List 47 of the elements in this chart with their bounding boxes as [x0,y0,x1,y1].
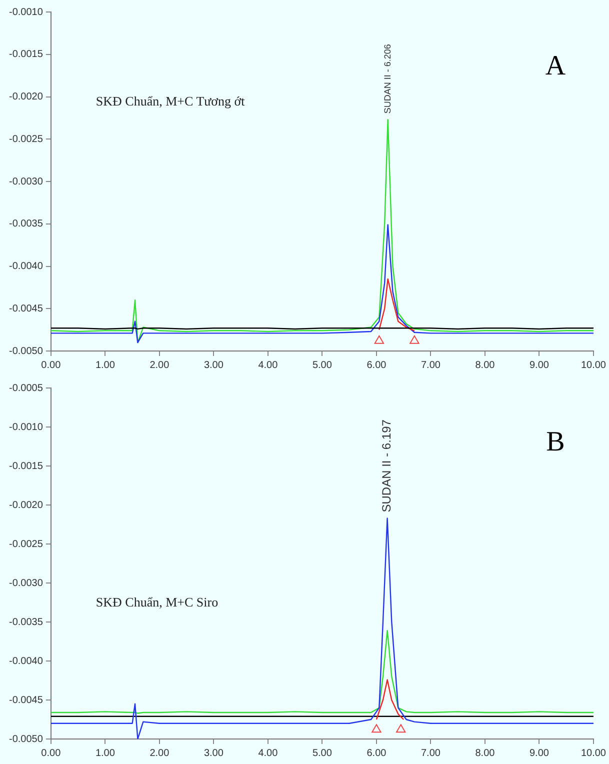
annotation: SUDAN II - 6.197 [380,419,394,512]
x-tick-label: 7.00 [420,360,441,371]
y-tick-label: -0.0025 [8,538,44,550]
x-tick-label: 10.00 [580,360,606,371]
y-tick-label: -0.0010 [8,6,44,18]
x-tick-label: 0.00 [41,748,62,759]
x-tick-label: 10.00 [580,748,606,759]
annotation: SUDAN II - 6.206 [382,44,392,114]
y-tick-label: -0.0015 [8,460,44,472]
x-tick-label: 5.00 [312,748,332,759]
annotation: SKĐ Chuẩn, M+C Tương ớt [96,93,246,108]
y-tick-label: -0.0020 [8,500,44,511]
x-tick-label: 4.00 [258,360,278,371]
x-tick-label: 1.00 [95,748,116,759]
x-tick-label: 2.00 [150,748,170,759]
y-tick-label: -0.0030 [8,176,44,188]
x-tick-label: 7.00 [420,748,441,759]
y-tick-label: -0.0010 [8,422,44,433]
y-tick-label: -0.0045 [8,694,44,706]
x-tick-label: 9.00 [529,748,550,759]
x-tick-label: 5.00 [312,360,332,371]
y-tick-label: -0.0045 [8,303,44,314]
x-tick-label: 8.00 [475,360,496,371]
x-tick-label: 1.00 [95,360,116,371]
x-tick-label: 4.00 [258,748,278,759]
y-tick-label: -0.0015 [8,49,44,60]
y-tick-label: -0.0005 [8,382,44,394]
y-tick-label: -0.0040 [8,656,44,667]
x-tick-label: 3.00 [204,748,224,759]
y-tick-label: -0.0040 [8,261,44,272]
x-tick-label: 6.00 [366,360,387,371]
x-tick-label: 0.00 [41,360,62,371]
annotation: A [545,50,566,82]
y-tick-label: -0.0050 [8,346,44,357]
annotation: B [546,426,565,458]
x-tick-label: 9.00 [529,360,550,371]
x-tick-label: 2.00 [150,360,170,371]
y-tick-label: -0.0035 [8,218,44,230]
y-tick-label: -0.0035 [8,616,44,628]
x-tick-label: 8.00 [475,748,496,759]
y-tick-label: -0.0050 [8,734,44,745]
annotation: SKĐ Chuẩn, M+C Siro [96,594,218,610]
x-tick-label: 6.00 [366,748,387,759]
y-tick-label: -0.0025 [8,134,44,145]
y-tick-label: -0.0030 [8,578,44,589]
y-tick-label: -0.0020 [8,92,44,102]
x-tick-label: 3.00 [204,360,224,371]
